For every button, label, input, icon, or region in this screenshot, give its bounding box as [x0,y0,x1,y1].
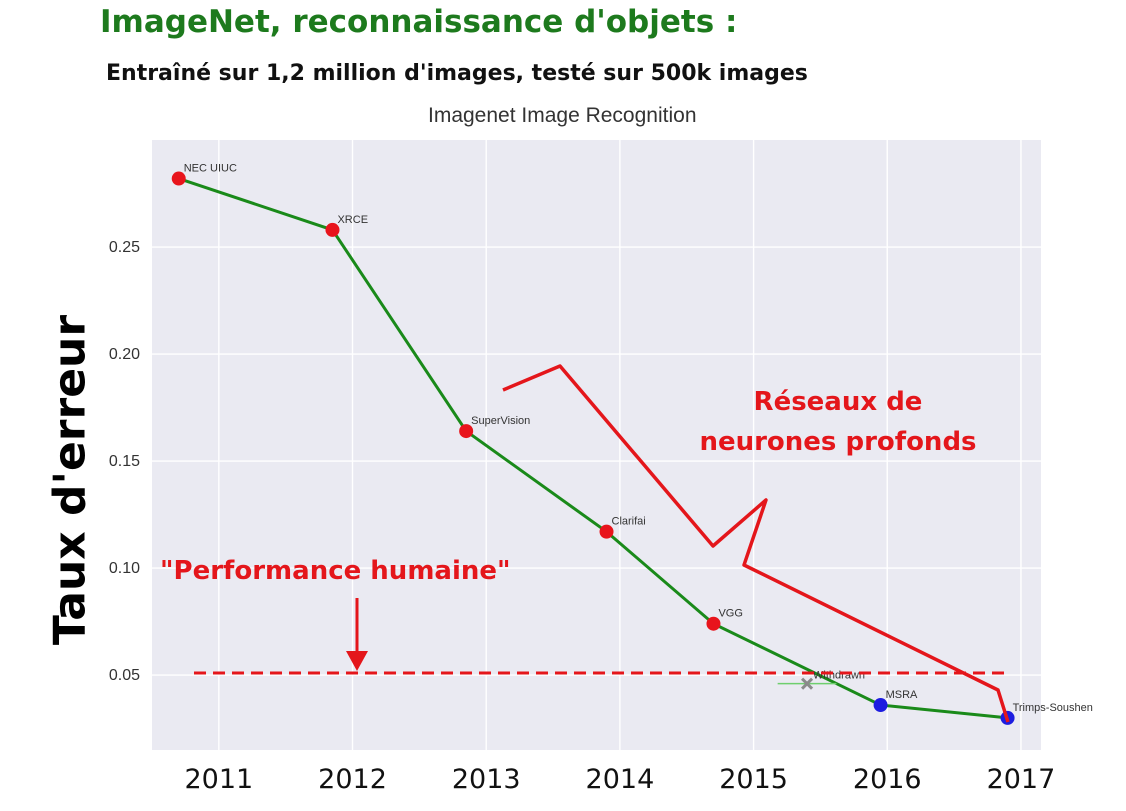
withdrawn-marker [800,677,814,690]
deep-networks-bracket [502,364,1010,723]
x-tick-label: 2012 [318,764,387,795]
human-performance-label: "Performance humaine" [160,556,511,586]
data-point-label: VGG [718,608,742,620]
x-tick-label: 2013 [452,764,521,795]
data-point-label: MSRA [886,689,918,701]
y-tick-label: 0.10 [109,560,140,577]
data-point-label: NEC UIUC [184,163,237,175]
data-point-label: Clarifai [612,516,646,528]
x-tick-label: 2014 [586,764,655,795]
data-point-label: Trimps-Soushen [1013,702,1093,714]
deep-networks-label-line2: neurones profonds [699,427,977,458]
human-arrow-head [346,650,368,671]
data-point [325,222,340,237]
y-tick-label: 0.15 [109,453,140,470]
deep-networks-label-line1: Réseaux de [753,387,923,417]
data-point-label: SuperVision [471,415,530,427]
y-tick-label: 0.25 [109,239,140,256]
x-tick-label: 2015 [719,764,788,795]
deep-networks-label: Réseaux de neurones profonds [662,382,1014,463]
x-tick-label: 2017 [987,764,1056,795]
data-point [706,616,721,631]
data-point [459,424,474,439]
slide-subtitle: Entraîné sur 1,2 million d'images, testé… [106,61,808,86]
y-tick-label: 0.05 [109,667,140,684]
x-tick-label: 2011 [184,764,253,795]
data-point-label: XRCE [337,214,368,226]
data-point [171,171,186,186]
x-tick-label: 2016 [853,764,922,795]
data-point [599,524,614,539]
slide-title: ImageNet, reconnaissance d'objets : [100,4,738,40]
data-point [873,698,888,713]
plot-background [152,140,1041,750]
withdrawn-label: Withdrawn [813,670,865,682]
chart-title: Imagenet Image Recognition [428,104,697,127]
y-tick-label: 0.20 [109,346,140,363]
